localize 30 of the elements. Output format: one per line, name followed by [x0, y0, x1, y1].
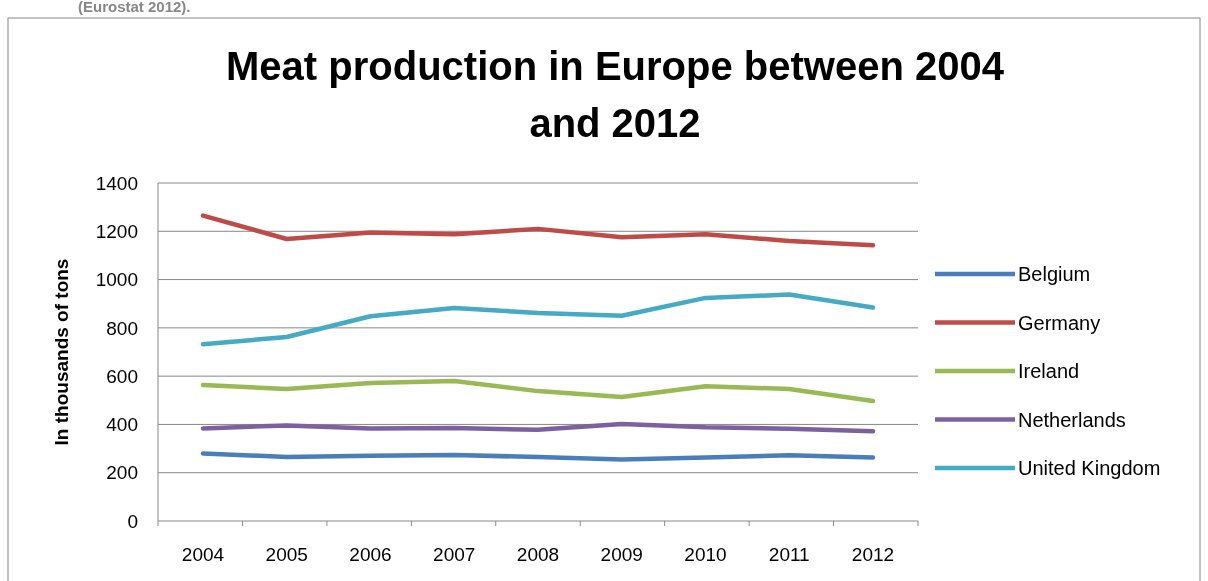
y-axis-title: In thousands of tons: [51, 258, 72, 446]
line-series: [200, 213, 876, 248]
x-tick-label: 2011: [768, 544, 810, 565]
legend-label: United Kingdom: [1018, 457, 1161, 479]
x-tick-label: 2007: [433, 544, 476, 565]
line-series: [200, 292, 876, 347]
legend-label: Netherlands: [1018, 408, 1126, 431]
x-tick-label: 2005: [265, 544, 308, 565]
line-series: [200, 378, 876, 404]
y-tick-label: 1200: [95, 220, 138, 242]
chart-title: Meat production in Europe between 2004 and 2012: [226, 44, 1005, 145]
y-tick-label: 600: [106, 365, 138, 387]
line-series: [200, 421, 876, 434]
text: (Eurostat 2012).: [78, 0, 191, 15]
legend-label: Germany: [1018, 311, 1101, 334]
legend-label: Ireland: [1018, 360, 1080, 382]
y-tick-label: 200: [106, 462, 138, 484]
legend-label: Belgium: [1018, 263, 1091, 285]
y-tick-label: 0: [127, 510, 138, 532]
x-tick-label: 2009: [600, 544, 643, 565]
x-tick-label: 2008: [516, 544, 560, 565]
y-tick-label: 1400: [95, 172, 138, 194]
x-tick-label: 2012: [851, 544, 895, 565]
y-tick-label: 1000: [95, 269, 138, 291]
y-tick-label: 800: [106, 317, 138, 339]
x-tick-label: 2010: [684, 544, 727, 565]
x-tick-label: 2006: [349, 544, 392, 565]
y-tick-label: 400: [106, 414, 138, 436]
line-series: [200, 451, 876, 462]
x-tick-label: 2004: [181, 544, 225, 565]
